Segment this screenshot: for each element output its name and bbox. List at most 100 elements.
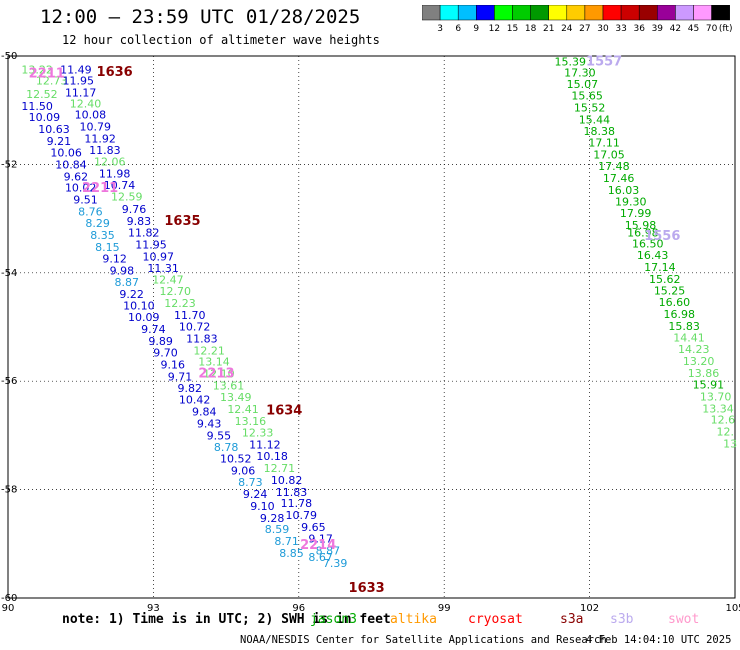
wave-height-value: 10.79: [285, 509, 317, 522]
wave-height-value: 17.05: [593, 149, 625, 162]
wave-height-value: 12.71: [264, 462, 296, 475]
wave-height-value: 8.87: [114, 276, 139, 289]
wave-height-value: 10.72: [179, 320, 211, 333]
y-tick-label: -58: [1, 485, 17, 496]
pass-label: 2211: [82, 181, 118, 196]
pass-label: 2211: [29, 66, 65, 81]
wave-height-value: 10.82: [271, 474, 303, 487]
wave-height-value: 11.95: [135, 239, 167, 252]
y-tick-label: -50: [1, 51, 17, 62]
wave-height-value: 13.14: [198, 356, 230, 369]
x-tick-label: 99: [438, 603, 451, 614]
wave-height-value: 13.20: [683, 355, 715, 368]
satellite-legend-item: swot: [668, 612, 700, 627]
y-tick-label: -60: [1, 593, 17, 604]
wave-height-value: 10.06: [50, 146, 82, 159]
wave-height-value: 11.12: [249, 439, 281, 452]
plot-frame: [7, 55, 736, 599]
pass-label: 1635: [164, 214, 200, 229]
wave-height-value: 12.70: [159, 285, 191, 298]
wave-height-value: 12.52: [26, 88, 58, 101]
colorbar-tick-label: 33: [615, 24, 626, 34]
wave-height-value: 12.33: [242, 427, 274, 440]
wave-height-value: 9.51: [73, 194, 98, 207]
x-tick-label: 102: [580, 603, 599, 614]
wave-height-value: 13.16: [235, 415, 267, 428]
wave-height-value: 12.21: [193, 344, 225, 357]
wave-height-value: 9.84: [192, 406, 217, 419]
wave-height-value: 12.41: [227, 403, 259, 416]
wave-height-value: 18.38: [584, 125, 616, 138]
wave-height-value: 14.23: [678, 343, 710, 356]
x-tick-label: 93: [147, 603, 160, 614]
colorbar-tick-label: 12: [489, 24, 500, 34]
wave-height-value: 8.73: [238, 476, 263, 489]
satellite-legend-item: jason3: [310, 612, 357, 627]
wave-height-value: 12.10: [203, 368, 235, 381]
wave-height-value: 15.25: [654, 285, 686, 298]
footnote: note: 1) Time is in UTC; 2) SWH is in fe…: [62, 612, 391, 627]
wave-height-value: 10.63: [38, 123, 70, 136]
wave-height-value: 17.48: [598, 160, 630, 173]
wave-height-value: 8.76: [78, 206, 103, 219]
wave-height-value: 12.: [717, 426, 735, 439]
colorbar-tick-label: 9: [473, 24, 479, 34]
wave-height-value: 15.98: [625, 219, 657, 232]
wave-height-value: 12.23: [164, 297, 196, 310]
wave-height-value: 12.47: [152, 273, 184, 286]
wave-height-value: 9.89: [148, 335, 173, 348]
wave-height-value: 15.83: [668, 320, 700, 333]
wave-height-value: 11.82: [128, 227, 160, 240]
wave-height-value: 16.60: [659, 296, 691, 309]
colorbar-tick-label: 30: [597, 24, 609, 34]
wave-height-value: 10.42: [179, 394, 211, 407]
wave-height-value: 9.24: [243, 488, 268, 501]
wave-height-value: 8.85: [279, 547, 304, 560]
wave-height-value: 15.52: [574, 101, 606, 114]
wave-height-value: 15.65: [571, 90, 603, 103]
wave-height-value: 15.07: [567, 78, 599, 91]
wave-height-value: 11.92: [84, 132, 116, 145]
wave-height-value: 17.14: [644, 261, 676, 274]
pass-label: 1636: [97, 65, 133, 80]
colorbar-tick-label: 15: [507, 24, 518, 34]
wave-height-value: 10.09: [128, 311, 160, 324]
wave-height-value: 11.49: [60, 64, 92, 77]
wave-height-value: 16.98: [627, 227, 659, 240]
wave-height-value: 11.83: [186, 332, 218, 345]
wave-height-value: 9.82: [178, 382, 203, 395]
wave-height-value: 9.70: [153, 346, 178, 359]
wave-height-value: 10.74: [104, 179, 136, 192]
wave-height-value: 13.86: [688, 367, 720, 380]
pass-label: 2213: [198, 367, 234, 382]
wave-height-value: 17.99: [620, 207, 652, 220]
pass-label: 1633: [349, 581, 385, 596]
satellite-legend-item: s3b: [610, 612, 634, 627]
wave-height-value: 11.17: [65, 86, 97, 99]
colorbar-tick-label: 42: [670, 24, 681, 34]
color-legend: 3 6 9 12 15 18 21 24 27 30 33 36 39 42 45 70 (ft): [422, 5, 732, 34]
wave-height-value: 8.87: [316, 544, 341, 557]
wave-height-value: 11.83: [276, 486, 308, 499]
wave-height-value: 11.31: [147, 262, 179, 275]
wave-height-value: 8.78: [214, 441, 239, 454]
wave-height-value: 8.71: [274, 535, 299, 548]
wave-height-value: 15.44: [579, 113, 611, 126]
wave-height-value: 13.49: [220, 391, 252, 404]
wave-height-value: 9.10: [250, 500, 275, 513]
wave-height-value: 13: [723, 438, 737, 451]
wave-height-value: 10.10: [123, 299, 155, 312]
wave-height-value: 10.97: [142, 251, 174, 264]
wave-height-value: 12.40: [70, 98, 102, 111]
colorbar-unit: (ft): [719, 24, 732, 34]
wave-height-value: 13.61: [213, 380, 245, 393]
wave-height-value: 8.67: [308, 551, 333, 564]
wave-height-value: 12.73: [36, 74, 68, 87]
colorbar-tick-label: 39: [652, 24, 664, 34]
wave-height-value: 12.6: [711, 414, 736, 427]
wave-height-value: 9.62: [64, 170, 89, 183]
wave-height-value: 13.70: [700, 390, 732, 403]
wave-height-value: 10.79: [79, 120, 111, 133]
wave-height-value: 17.30: [564, 66, 596, 79]
wave-height-value: 9.98: [110, 265, 135, 278]
